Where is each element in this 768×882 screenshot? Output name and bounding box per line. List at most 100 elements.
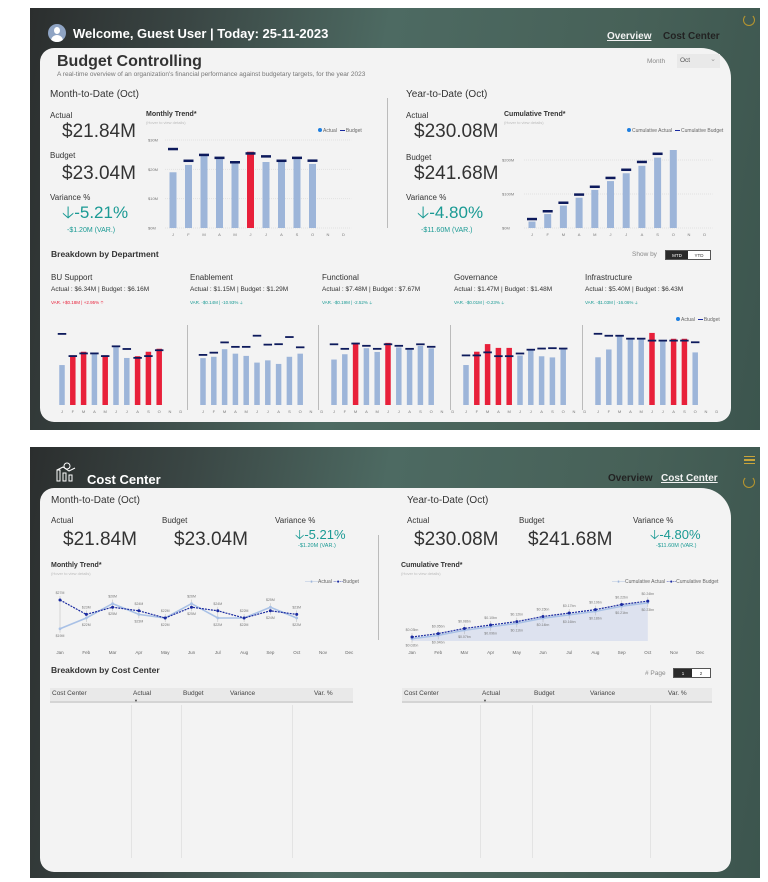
toggle-ytd[interactable]: YTD xyxy=(688,251,710,259)
actual-line xyxy=(411,602,648,640)
arrow-down-icon: 🡣 xyxy=(239,300,243,305)
column-header-cost-center[interactable]: Cost Center xyxy=(52,690,87,697)
cc-cumulative-trend-hint: (Hover to view details) xyxy=(401,571,441,576)
budget-marker xyxy=(515,352,525,355)
actual-bar xyxy=(591,189,599,228)
budget-marker xyxy=(79,352,88,355)
x-tick-label: S xyxy=(683,409,686,414)
column-divider xyxy=(480,705,481,858)
column-header-var-[interactable]: Var. % xyxy=(668,690,687,697)
budget-marker xyxy=(626,337,635,340)
budget-marker xyxy=(652,152,663,156)
budget-label: $23M xyxy=(82,605,91,609)
cc-monthly-trend-chart[interactable]: Jan Feb Mar Apr May Jun Jul Aug Sep Oct Nov Dec $27M… xyxy=(45,585,370,657)
actual-label: $0.18bn xyxy=(589,616,602,620)
monthly-trend-title: Monthly Trend* xyxy=(146,111,197,118)
budget-marker xyxy=(220,341,229,344)
x-tick-label: J xyxy=(250,232,252,237)
page-1-button[interactable]: 1 xyxy=(674,669,692,677)
budget-marker xyxy=(636,337,646,340)
x-tick-label: O xyxy=(299,409,302,414)
filter-icon[interactable] xyxy=(744,456,755,464)
actual-point xyxy=(137,613,141,616)
column-header-cost-center[interactable]: Cost Center xyxy=(404,690,439,697)
column-header-variance[interactable]: Variance xyxy=(230,690,256,697)
cc-ytd-variance-value: 🡣-4.80% xyxy=(650,527,701,542)
cumulative-trend-hint: (Hover to view details) xyxy=(504,120,544,125)
sort-desc-icon[interactable]: ▼ xyxy=(483,697,487,703)
x-tick-label: D xyxy=(320,409,323,414)
column-header-variance[interactable]: Variance xyxy=(590,690,616,697)
ytd-heading: Year-to-Date (Oct) xyxy=(406,89,488,100)
actual-bar xyxy=(309,163,316,228)
refresh-icon[interactable] xyxy=(743,476,755,488)
budget-marker xyxy=(261,155,271,158)
nav-overview[interactable]: Overview xyxy=(607,31,652,42)
actual-bar xyxy=(156,348,162,405)
budget-label: $22M xyxy=(240,609,249,613)
actual-point xyxy=(190,602,193,605)
x-tick-label: A xyxy=(578,232,581,237)
table-header xyxy=(50,688,353,703)
toggle-mtd[interactable]: MTD xyxy=(666,251,688,259)
page-selector[interactable]: 1 2 xyxy=(673,668,711,678)
actual-bar xyxy=(495,347,502,405)
nav-cost-center[interactable]: Cost Center xyxy=(661,473,718,484)
cumulative-trend-chart[interactable]: $0M $100M $200M J F M A M J J A S O N D xyxy=(500,150,715,240)
x-tick-label: Jun xyxy=(539,650,547,655)
budget-marker xyxy=(372,347,382,350)
budget-label: $0.17bn xyxy=(563,604,576,608)
cc-cumulative-trend-chart[interactable]: Jan Feb Mar Apr May Jun Jul Aug Sep Oct Nov Dec $0.0… xyxy=(395,585,715,657)
actual-bar xyxy=(528,221,536,228)
cc-mtd-variance-percent: -5.21% xyxy=(304,527,346,542)
actual-bar xyxy=(670,338,677,405)
nav-overview[interactable]: Overview xyxy=(608,473,653,484)
column-header-actual[interactable]: Actual xyxy=(133,690,152,697)
month-dropdown[interactable]: Oct ⌄ xyxy=(677,54,720,68)
budget-marker xyxy=(241,345,251,348)
x-tick-label: N xyxy=(705,409,708,414)
column-header-var-[interactable]: Var. % xyxy=(314,690,333,697)
budget-marker xyxy=(558,347,568,350)
budget-point xyxy=(295,612,299,616)
x-tick-label: A xyxy=(641,232,644,237)
actual-bar xyxy=(406,349,413,405)
refresh-icon[interactable] xyxy=(743,14,755,26)
page-2-button[interactable]: 2 xyxy=(692,669,710,677)
actual-bar xyxy=(544,214,552,228)
actual-point xyxy=(111,602,114,605)
x-tick-label: S xyxy=(419,409,422,414)
sort-desc-icon[interactable]: ▼ xyxy=(134,697,138,703)
x-tick-label: J xyxy=(267,409,269,414)
actual-bar xyxy=(275,363,282,405)
column-header-budget[interactable]: Budget xyxy=(183,690,204,697)
legend-actual-marker xyxy=(676,317,680,321)
mtd-ytd-toggle[interactable]: MTD YTD xyxy=(665,250,711,260)
budget-marker xyxy=(680,339,689,342)
monthly-trend-hint: (Hover to view details) xyxy=(146,120,186,125)
x-tick-label: A xyxy=(629,409,632,414)
nav-cost-center[interactable]: Cost Center xyxy=(663,31,720,42)
monthly-trend-chart[interactable]: $0M $10M $20M $30M J F M A M J J A S O N D xyxy=(145,135,360,240)
x-tick-label: A xyxy=(280,232,283,237)
x-tick-label: J xyxy=(256,409,258,414)
department-variance: VAR. +$0.18M | +2.95% xyxy=(51,300,100,305)
x-tick-label: J xyxy=(610,232,612,237)
ytd-variance-percent: -4.80% xyxy=(429,203,484,222)
budget-point xyxy=(111,605,115,609)
mtd-heading: Month-to-Date (Oct) xyxy=(50,89,139,100)
budget-point xyxy=(436,632,440,636)
actual-label: $0.07bn xyxy=(458,635,471,639)
actual-bar xyxy=(243,355,249,405)
legend-actual-marker: —●— xyxy=(612,579,626,585)
arrow-down-icon: 🡣 xyxy=(62,203,75,222)
column-header-budget[interactable]: Budget xyxy=(534,690,555,697)
actual-line xyxy=(59,602,298,630)
column-header-actual[interactable]: Actual xyxy=(482,690,501,697)
budget-marker xyxy=(183,159,194,163)
